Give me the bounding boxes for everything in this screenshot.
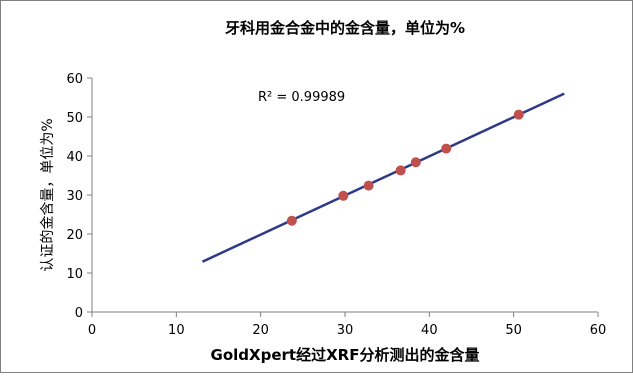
data-point xyxy=(338,190,349,201)
y-tick-label: 40 xyxy=(66,150,83,165)
y-tick-label: 60 xyxy=(66,72,83,87)
x-tick-label: 40 xyxy=(421,323,438,338)
x-axis-label: GoldXpert经过XRF分析测出的金含量 xyxy=(211,346,480,364)
chart-title: 牙科用金合金中的金含量，单位为% xyxy=(225,19,465,37)
data-points xyxy=(286,109,524,226)
data-point xyxy=(363,180,374,191)
y-tick-label: 10 xyxy=(66,267,83,282)
y-axis-label: 认证的金含量，单位为% xyxy=(40,118,56,271)
data-point xyxy=(286,215,297,226)
data-point xyxy=(410,157,421,168)
y-tick-label: 20 xyxy=(66,228,83,243)
data-point xyxy=(441,143,452,154)
x-tick-label: 50 xyxy=(505,323,522,338)
x-tick-label: 60 xyxy=(590,323,607,338)
r-squared-annotation: R² = 0.99989 xyxy=(258,90,345,105)
y-tick-label: 50 xyxy=(66,111,83,126)
trendline-group xyxy=(201,92,565,263)
trendline xyxy=(201,92,565,263)
y-tick-label: 30 xyxy=(66,189,83,204)
x-tick-label: 0 xyxy=(88,323,96,338)
x-tick-label: 20 xyxy=(252,323,269,338)
x-tick-label: 30 xyxy=(337,323,354,338)
ticks: 0 10 20 30 40 50 60 0 10 20 30 40 50 60 xyxy=(66,72,606,338)
data-point xyxy=(395,165,406,176)
y-tick-label: 0 xyxy=(75,306,83,321)
x-tick-label: 10 xyxy=(168,323,185,338)
data-point xyxy=(513,109,524,120)
